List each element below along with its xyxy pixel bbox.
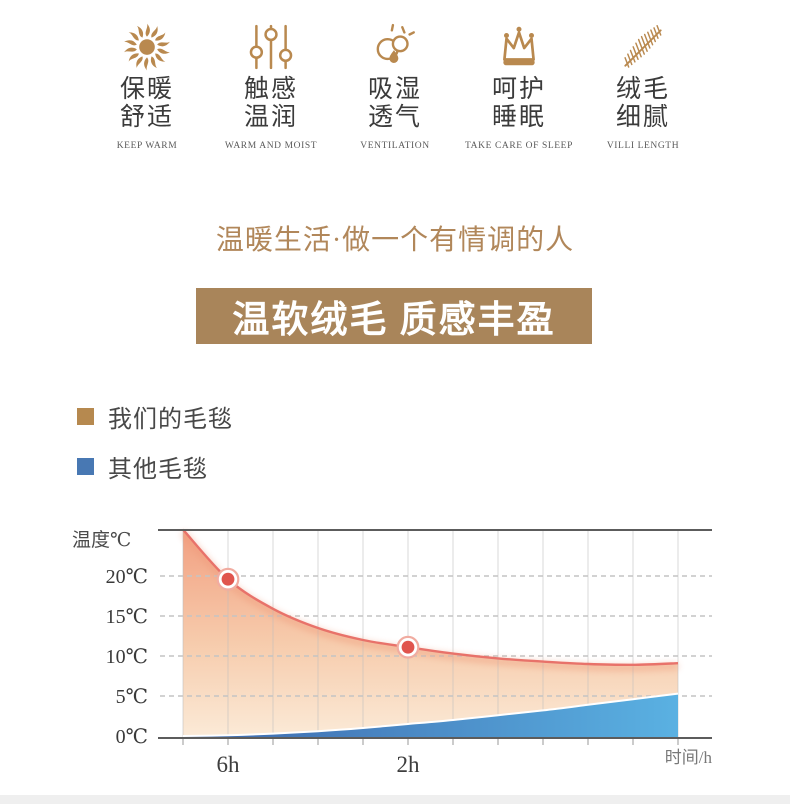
- y-tick-label: 20℃: [106, 566, 148, 588]
- our-blanket-line: [180, 528, 679, 672]
- chart-legend: 我们的毛毯 其他毛毯: [77, 399, 233, 499]
- legend-swatch-other: [77, 458, 94, 475]
- feature-title: 保暖 舒适: [119, 76, 174, 131]
- our-blanket-area: [183, 529, 678, 737]
- feature-caption: WARM AND MOIST: [224, 141, 318, 151]
- legend-item-other-blanket: 其他毛毯: [77, 449, 233, 484]
- y-tick-label: 15℃: [106, 606, 148, 628]
- y-tick-label: 0℃: [116, 726, 148, 748]
- feature-item-fine-villi: 绒毛 细腻 VILLI LENGTH: [581, 18, 705, 151]
- x-axis-label: 时间/h: [665, 748, 713, 767]
- data-point-marker: [221, 572, 235, 586]
- feature-item-soft-touch: 触感 温润 WARM AND MOIST: [209, 18, 333, 151]
- banner-text: 温软绒毛 质感丰盈: [232, 300, 556, 341]
- other-blanket-area: [182, 692, 679, 737]
- feature-item-keep-warm: 保暖 舒适 KEEP WARM: [85, 18, 209, 151]
- legend-label: 我们的毛毯: [108, 407, 233, 433]
- feature-caption: TAKE CARE OF SLEEP: [465, 141, 573, 151]
- feature-title: 吸湿 透气: [367, 76, 422, 131]
- feature-item-sleep-care: 呵护 睡眠 TAKE CARE OF SLEEP: [457, 18, 581, 151]
- x-tick-labels: 6h 2h: [217, 752, 421, 777]
- feature-caption: VILLI LENGTH: [606, 141, 680, 151]
- sun-icon: [124, 23, 170, 71]
- moisture-cloud-icon: [376, 23, 415, 63]
- banner: 温软绒毛 质感丰盈: [196, 288, 592, 344]
- feature-title: 呵护 睡眠: [491, 76, 546, 131]
- feature-caption: KEEP WARM: [116, 141, 178, 151]
- feature-item-breathable: 吸湿 透气 VENTILATION: [333, 18, 457, 151]
- legend-item-our-blanket: 我们的毛毯: [77, 399, 233, 434]
- feature-title: 绒毛 细腻: [615, 76, 670, 131]
- touch-sliders-icon: [249, 24, 293, 70]
- temperature-chart: 温度℃ 时间/h 0℃ 5℃ 10℃ 15℃ 20℃ 6h 2h: [0, 515, 790, 795]
- footer-strip: [0, 795, 790, 804]
- y-tick-label: 5℃: [116, 686, 148, 708]
- y-tick-label: 10℃: [106, 646, 148, 668]
- feather-icon: [624, 25, 662, 68]
- legend-swatch-our: [77, 408, 94, 425]
- legend-label: 其他毛毯: [108, 457, 208, 483]
- x-tick-label: 6h: [217, 752, 241, 777]
- data-point-markers: [216, 567, 420, 659]
- crown-icon: [503, 26, 535, 66]
- y-tick-labels: 0℃ 5℃ 10℃ 15℃ 20℃: [106, 566, 148, 748]
- features-row: 保暖 舒适 KEEP WARM 触感 温润 WARM AND MOIST: [0, 18, 790, 151]
- y-axis-label: 温度℃: [72, 529, 131, 551]
- chart-gridlines: [160, 530, 712, 745]
- feature-caption: VENTILATION: [360, 141, 430, 151]
- x-tick-label: 2h: [397, 752, 421, 777]
- data-point-marker: [401, 640, 415, 654]
- feature-title: 触感 温润: [243, 76, 298, 131]
- slogan-heading: 温暖生活·做一个有情调的人: [215, 225, 575, 256]
